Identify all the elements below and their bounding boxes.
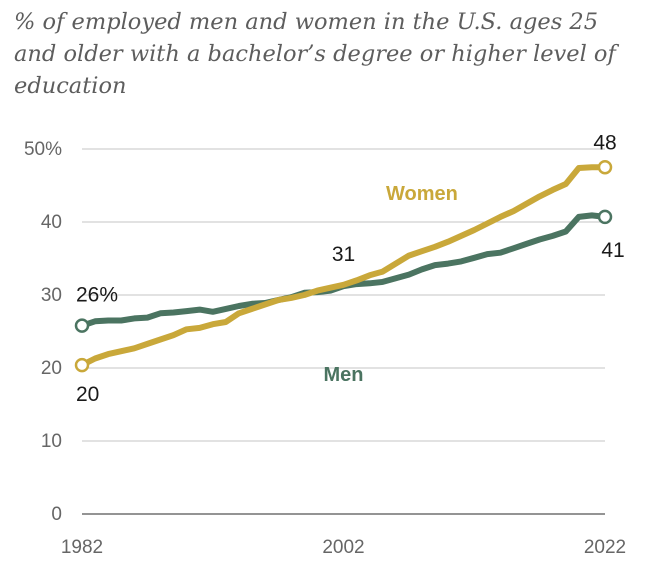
x-axis-ticks: 1982 2002 2022 bbox=[61, 537, 626, 558]
y-tick-label: 0 bbox=[51, 504, 62, 525]
chart-title: % of employed men and women in the U.S. … bbox=[14, 9, 616, 99]
data-label: 41 bbox=[601, 239, 624, 262]
y-tick-label: 40 bbox=[41, 212, 62, 233]
y-tick-label: 10 bbox=[41, 431, 62, 452]
data-label: 20 bbox=[76, 383, 99, 406]
y-axis-ticks: 0 10 20 30 40 50% bbox=[24, 139, 62, 525]
y-tick-label: 30 bbox=[41, 285, 62, 306]
data-label: 48 bbox=[593, 131, 616, 154]
data-label: 26% bbox=[76, 284, 118, 307]
series-lines bbox=[79, 164, 608, 369]
gridlines bbox=[82, 148, 605, 515]
y-tick-label: 20 bbox=[41, 358, 62, 379]
endpoint-marker-men bbox=[74, 318, 90, 333]
x-tick-label: 2002 bbox=[322, 537, 364, 558]
series-line-women bbox=[79, 164, 608, 369]
x-tick-label: 2022 bbox=[584, 537, 626, 558]
x-tick-label: 1982 bbox=[61, 537, 103, 558]
endpoint-markers bbox=[74, 160, 613, 373]
endpoint-marker-men bbox=[597, 209, 613, 225]
endpoint-marker-women bbox=[597, 160, 613, 175]
endpoint-marker-women bbox=[74, 357, 90, 373]
series-label-women: Women bbox=[386, 183, 458, 205]
y-tick-label: 50% bbox=[24, 139, 62, 160]
data-labels: 26% 20 31 48 41 Women Men bbox=[76, 131, 625, 406]
series-line-men bbox=[79, 212, 608, 329]
series-label-men: Men bbox=[324, 364, 364, 386]
data-label: 31 bbox=[332, 243, 355, 266]
